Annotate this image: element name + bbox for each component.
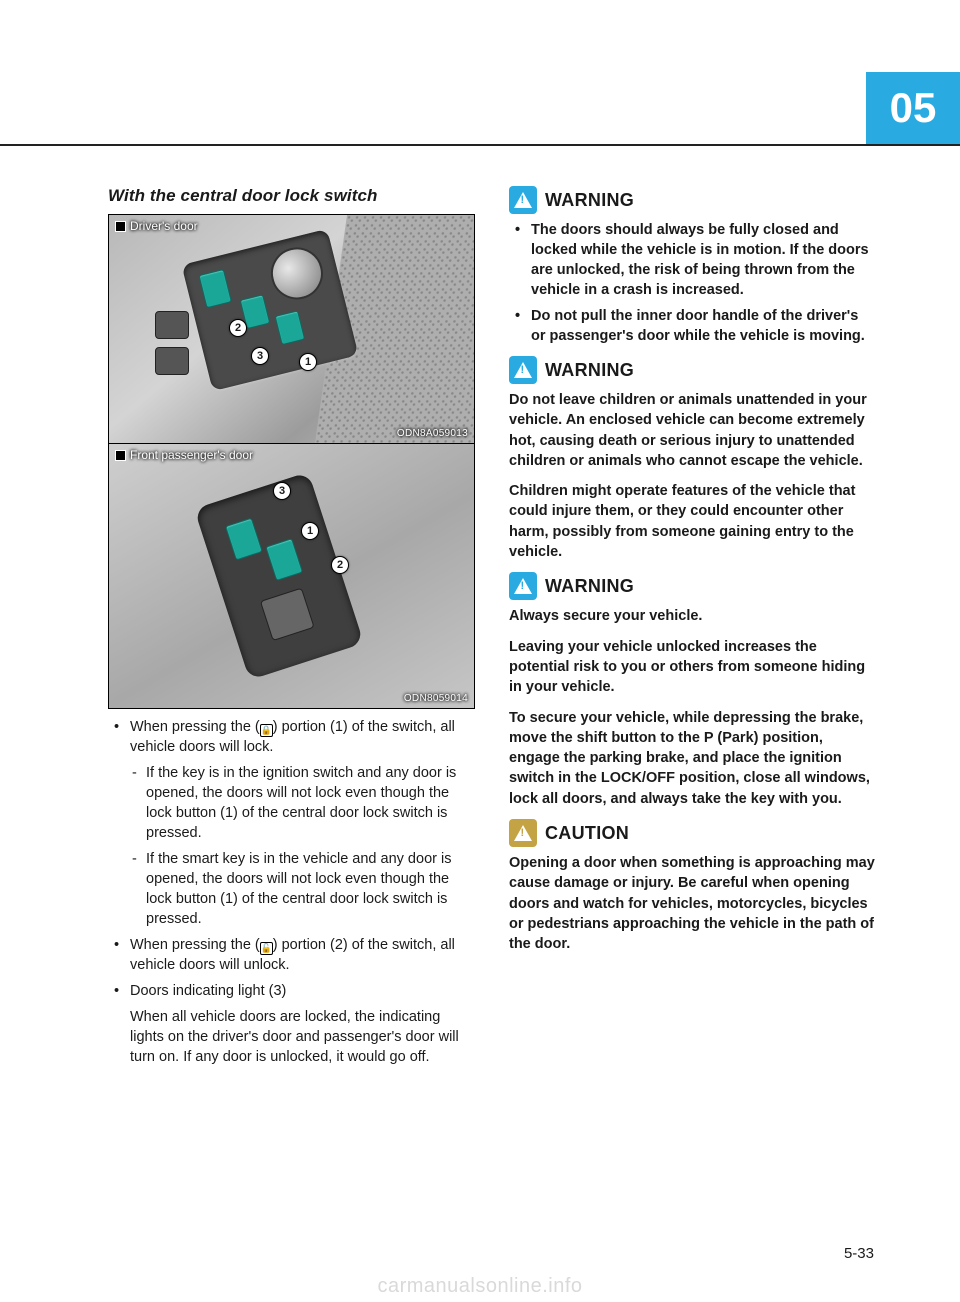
left-column: With the central door lock switch 2 3 1 …	[108, 186, 475, 1073]
warning-text: To secure your vehicle, while depressing…	[509, 708, 876, 809]
caution-icon	[509, 819, 537, 847]
warning-text: Do not leave children or animals unatten…	[509, 390, 876, 471]
list-item: When pressing the (🔒) portion (1) of the…	[108, 717, 475, 757]
callout-3: 3	[251, 347, 269, 365]
lock-icon: 🔒	[260, 724, 273, 737]
warning-text: Leaving your vehicle unlocked increases …	[509, 637, 876, 698]
callout-1: 1	[299, 353, 317, 371]
warning-bullet: Do not pull the inner door handle of the…	[509, 306, 876, 346]
warning-text: Always secure your vehicle.	[509, 606, 876, 626]
figure-code: ODN8059014	[404, 693, 468, 704]
chapter-badge: 05	[866, 72, 960, 144]
warning-label: WARNING	[545, 576, 634, 597]
warning-label: WARNING	[545, 190, 634, 211]
watermark: carmanualsonline.info	[0, 1275, 960, 1298]
list-subitem: If the key is in the ignition switch and…	[108, 763, 475, 843]
warning-text: Children might operate features of the v…	[509, 481, 876, 562]
warning-icon	[509, 186, 537, 214]
warning-label: WARNING	[545, 360, 634, 381]
callout-2: 2	[229, 319, 247, 337]
divider-top	[0, 144, 960, 146]
warning-heading: WARNING	[509, 572, 876, 600]
caution-text: Opening a door when something is approac…	[509, 853, 876, 954]
list-subitem: If the smart key is in the vehicle and a…	[108, 849, 475, 929]
unlock-icon: 🔓	[260, 942, 273, 955]
caution-heading: CAUTION	[509, 819, 876, 847]
figure-code: ODN8A059013	[397, 428, 468, 439]
warning-heading: WARNING	[509, 356, 876, 384]
caution-label: CAUTION	[545, 823, 629, 844]
section-heading: With the central door lock switch	[108, 186, 475, 206]
figure-label: Driver's door	[115, 219, 198, 233]
page-number: 5-33	[844, 1245, 874, 1262]
figure-drivers-door: 2 3 1 Driver's door ODN8A059013	[108, 214, 475, 444]
callout-3b: 3	[273, 482, 291, 500]
instruction-list: When pressing the (🔒) portion (1) of the…	[108, 717, 475, 1067]
warning-icon	[509, 356, 537, 384]
figure-label: Front passenger's door	[115, 448, 253, 462]
warning-heading: WARNING	[509, 186, 876, 214]
list-item: Doors indicating light (3)	[108, 981, 475, 1001]
warning-bullet: The doors should always be fully closed …	[509, 220, 876, 300]
list-item: When pressing the (🔓) portion (2) of the…	[108, 935, 475, 975]
list-continuation: When all vehicle doors are locked, the i…	[108, 1007, 475, 1067]
right-column: WARNING The doors should always be fully…	[509, 186, 876, 1073]
page-body: With the central door lock switch 2 3 1 …	[108, 186, 876, 1073]
warning-icon	[509, 572, 537, 600]
callout-1b: 1	[301, 522, 319, 540]
figure-passenger-door: 3 1 2 Front passenger's door ODN8059014	[108, 443, 475, 709]
callout-2b: 2	[331, 556, 349, 574]
